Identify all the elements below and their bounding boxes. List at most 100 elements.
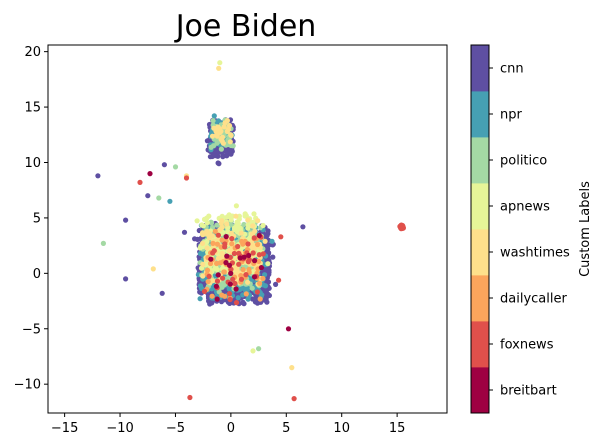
data-point-washtimes xyxy=(211,125,217,131)
data-point-washtimes xyxy=(227,139,233,145)
colorbar-tick-label: cnn xyxy=(500,62,524,77)
data-point-apnews xyxy=(233,203,239,209)
data-point-cnn xyxy=(159,290,165,296)
data-point-cnn xyxy=(265,228,271,234)
data-point-foxnews xyxy=(278,234,284,240)
data-point-politico xyxy=(172,164,179,170)
plot-frame xyxy=(47,44,448,414)
y-tick-label: −5 xyxy=(22,322,41,337)
data-point-npr xyxy=(269,238,275,244)
data-point-dailycaller xyxy=(204,267,211,273)
data-point-npr xyxy=(198,251,204,257)
colorbar-segment-washtimes xyxy=(471,229,489,276)
data-point-dailycaller xyxy=(255,241,261,248)
data-point-cnn xyxy=(192,236,198,242)
data-point-washtimes xyxy=(245,279,251,285)
data-point-breitbart xyxy=(233,286,239,292)
data-point-cnn xyxy=(95,173,101,179)
data-point-washtimes xyxy=(226,123,233,129)
x-tick-label: −15 xyxy=(51,421,78,436)
data-point-breitbart xyxy=(223,234,229,240)
data-point-foxnews xyxy=(226,291,233,297)
data-point-npr xyxy=(245,296,251,302)
colorbar-segment-apnews xyxy=(471,183,489,230)
data-point-breitbart xyxy=(285,326,292,332)
data-point-foxnews xyxy=(183,175,190,181)
data-point-foxnews xyxy=(227,296,233,303)
data-point-apnews xyxy=(204,215,210,221)
data-point-dailycaller xyxy=(257,296,263,302)
data-point-dailycaller xyxy=(210,240,216,246)
data-point-apnews xyxy=(204,220,210,226)
data-point-cnn xyxy=(273,281,279,287)
data-point-foxnews xyxy=(243,272,249,278)
data-point-foxnews xyxy=(246,257,252,263)
points-layer xyxy=(95,60,406,402)
x-tick-label: 10 xyxy=(333,421,350,436)
colorbar-label: Custom Labels xyxy=(578,181,593,277)
data-point-washtimes xyxy=(150,266,156,272)
data-point-npr xyxy=(167,198,173,204)
data-point-washtimes xyxy=(255,218,261,224)
data-point-washtimes xyxy=(209,133,216,139)
colorbar-tick-label: npr xyxy=(500,108,522,123)
data-point-cnn xyxy=(270,254,276,260)
data-point-breitbart xyxy=(252,258,258,264)
data-point-washtimes xyxy=(238,230,244,236)
data-point-dailycaller xyxy=(207,260,214,267)
data-point-foxnews xyxy=(228,266,234,272)
data-point-breitbart xyxy=(256,232,262,239)
data-point-breitbart xyxy=(224,253,230,259)
data-point-foxnews xyxy=(214,278,221,284)
data-point-dailycaller xyxy=(209,293,215,299)
data-point-washtimes xyxy=(228,132,234,138)
data-point-dailycaller xyxy=(219,237,225,243)
data-point-washtimes xyxy=(200,240,206,246)
data-point-foxnews xyxy=(220,275,226,281)
data-point-dailycaller xyxy=(240,241,246,247)
data-point-washtimes xyxy=(220,251,226,257)
data-point-washtimes xyxy=(262,238,268,244)
data-point-cnn xyxy=(220,152,226,159)
data-point-foxnews xyxy=(236,250,242,256)
x-tick-label: −10 xyxy=(106,421,133,436)
colorbar-segment-breitbart xyxy=(471,367,489,414)
data-point-cnn xyxy=(123,276,129,282)
colorbar-tick-label: apnews xyxy=(500,200,550,215)
data-point-dailycaller xyxy=(214,241,220,247)
y-tick-label: 10 xyxy=(24,156,41,171)
data-point-breitbart xyxy=(227,281,233,287)
colorbar-segment-dailycaller xyxy=(471,275,489,322)
data-point-apnews xyxy=(260,222,266,229)
data-point-dailycaller xyxy=(257,280,263,286)
data-point-washtimes xyxy=(224,221,230,227)
data-point-washtimes xyxy=(219,218,225,224)
data-point-apnews xyxy=(250,348,256,354)
y-tick-label: 0 xyxy=(33,267,41,282)
data-point-breitbart xyxy=(213,283,219,289)
data-point-cnn xyxy=(241,301,247,307)
data-point-washtimes xyxy=(289,365,295,371)
colorbar-tick-label: breitbart xyxy=(500,384,557,399)
colorbar-tick-label: dailycaller xyxy=(500,292,567,307)
data-point-breitbart xyxy=(251,274,258,280)
y-tick-label: −10 xyxy=(14,378,41,393)
data-point-dailycaller xyxy=(205,279,211,285)
data-point-breitbart xyxy=(147,171,153,177)
x-tick-label: −5 xyxy=(166,421,185,436)
data-point-washtimes xyxy=(200,261,206,267)
x-tick-label: 15 xyxy=(389,421,406,436)
data-point-politico xyxy=(249,285,255,291)
data-point-foxnews xyxy=(215,232,221,238)
data-point-npr xyxy=(197,283,204,289)
colorbar: breitbart foxnews dailycaller washtimes apne… xyxy=(470,44,570,414)
data-point-washtimes xyxy=(204,228,210,234)
data-point-apnews xyxy=(217,60,223,66)
data-point-foxnews xyxy=(256,252,262,258)
data-point-washtimes xyxy=(216,65,222,71)
data-point-washtimes xyxy=(233,213,239,219)
data-point-foxnews xyxy=(400,225,406,231)
data-point-apnews xyxy=(199,222,205,228)
data-point-npr xyxy=(262,283,269,289)
